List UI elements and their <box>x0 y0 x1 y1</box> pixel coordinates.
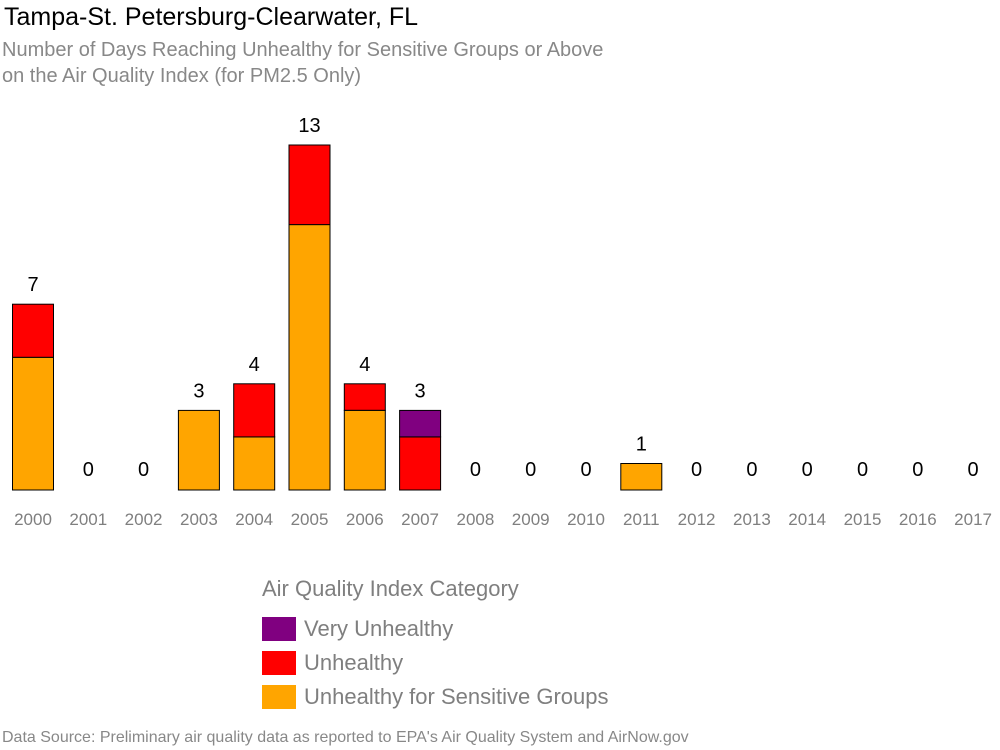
total-label-2015: 0 <box>857 459 868 481</box>
total-label-2013: 0 <box>746 459 757 481</box>
chart-title: Tampa-St. Petersburg-Clearwater, FL <box>4 3 419 31</box>
x-tick-2004: 2004 <box>235 510 273 529</box>
bar-2005-unhealthy <box>288 144 331 226</box>
data-source-note: Data Source: Preliminary air quality dat… <box>2 729 689 746</box>
legend: Air Quality Index Category Very Unhealth… <box>262 576 609 714</box>
total-label-2005: 13 <box>298 115 320 137</box>
x-tick-2001: 2001 <box>69 510 107 529</box>
legend-title: Air Quality Index Category <box>262 576 519 601</box>
total-label-2002: 0 <box>138 459 149 481</box>
bar-chart: 7 2000 0 2001 0 2002 3 2003 4 2004 13 2005 4 2006 3 200… <box>12 115 992 529</box>
x-tick-2008: 2008 <box>456 510 494 529</box>
bar-2004-unhealthy <box>233 383 276 438</box>
bar-2011-unhealthy-for-sensitive-groups <box>620 463 663 491</box>
x-tick-2012: 2012 <box>678 510 716 529</box>
chart-subtitle: Number of Days Reaching Unhealthy for Se… <box>2 37 603 89</box>
total-label-2008: 0 <box>470 459 481 481</box>
total-label-2003: 3 <box>193 380 204 402</box>
legend-label-sensitive-groups: Unhealthy for Sensitive Groups <box>304 684 609 709</box>
x-tick-2010: 2010 <box>567 510 605 529</box>
x-tick-2006: 2006 <box>346 510 384 529</box>
bar-2007-very-unhealthy <box>399 409 442 438</box>
total-label-2017: 0 <box>968 459 979 481</box>
subtitle-line-1: Number of Days Reaching Unhealthy for Se… <box>2 39 604 61</box>
total-label-2006: 4 <box>359 354 370 376</box>
bar-2006-unhealthy-for-sensitive-groups <box>343 409 386 491</box>
total-label-2010: 0 <box>580 459 591 481</box>
bar-2005-unhealthy-for-sensitive-groups <box>288 224 331 491</box>
bar-2006-unhealthy <box>343 383 386 411</box>
bar-2004-unhealthy-for-sensitive-groups <box>233 436 276 491</box>
total-label-2011: 1 <box>636 434 647 456</box>
legend-swatch-very-unhealthy <box>262 617 296 641</box>
total-label-2000: 7 <box>27 274 38 296</box>
legend-item-very-unhealthy: Very Unhealthy <box>262 612 609 646</box>
x-tick-2009: 2009 <box>512 510 550 529</box>
x-tick-2005: 2005 <box>291 510 329 529</box>
legend-swatch-sensitive-groups <box>262 685 296 709</box>
x-tick-2013: 2013 <box>733 510 771 529</box>
bar-2000-unhealthy <box>12 303 54 358</box>
legend-swatch-unhealthy <box>262 651 296 675</box>
x-tick-2015: 2015 <box>844 510 882 529</box>
legend-label-very-unhealthy: Very Unhealthy <box>304 616 454 641</box>
bar-2000-unhealthy-for-sensitive-groups <box>12 356 54 491</box>
total-label-2014: 0 <box>802 459 813 481</box>
x-tick-2017: 2017 <box>954 510 992 529</box>
subtitle-line-2: on the Air Quality Index (for PM2.5 Only… <box>2 65 362 87</box>
x-tick-2011: 2011 <box>623 510 660 529</box>
total-label-2012: 0 <box>691 459 702 481</box>
total-label-2001: 0 <box>83 459 94 481</box>
x-tick-2000: 2000 <box>14 510 52 529</box>
bar-2007-unhealthy <box>399 436 442 491</box>
total-label-2004: 4 <box>249 354 260 376</box>
total-label-2007: 3 <box>415 380 426 402</box>
legend-item-unhealthy: Unhealthy <box>262 646 609 680</box>
total-label-2016: 0 <box>912 459 923 481</box>
bar-2003-unhealthy-for-sensitive-groups <box>177 409 220 491</box>
x-tick-2002: 2002 <box>125 510 163 529</box>
legend-label-unhealthy: Unhealthy <box>304 650 404 675</box>
x-tick-2014: 2014 <box>788 510 826 529</box>
x-tick-2007: 2007 <box>401 510 439 529</box>
total-label-2009: 0 <box>525 459 536 481</box>
x-tick-2016: 2016 <box>899 510 937 529</box>
x-tick-2003: 2003 <box>180 510 218 529</box>
legend-item-sensitive-groups: Unhealthy for Sensitive Groups <box>262 680 609 714</box>
